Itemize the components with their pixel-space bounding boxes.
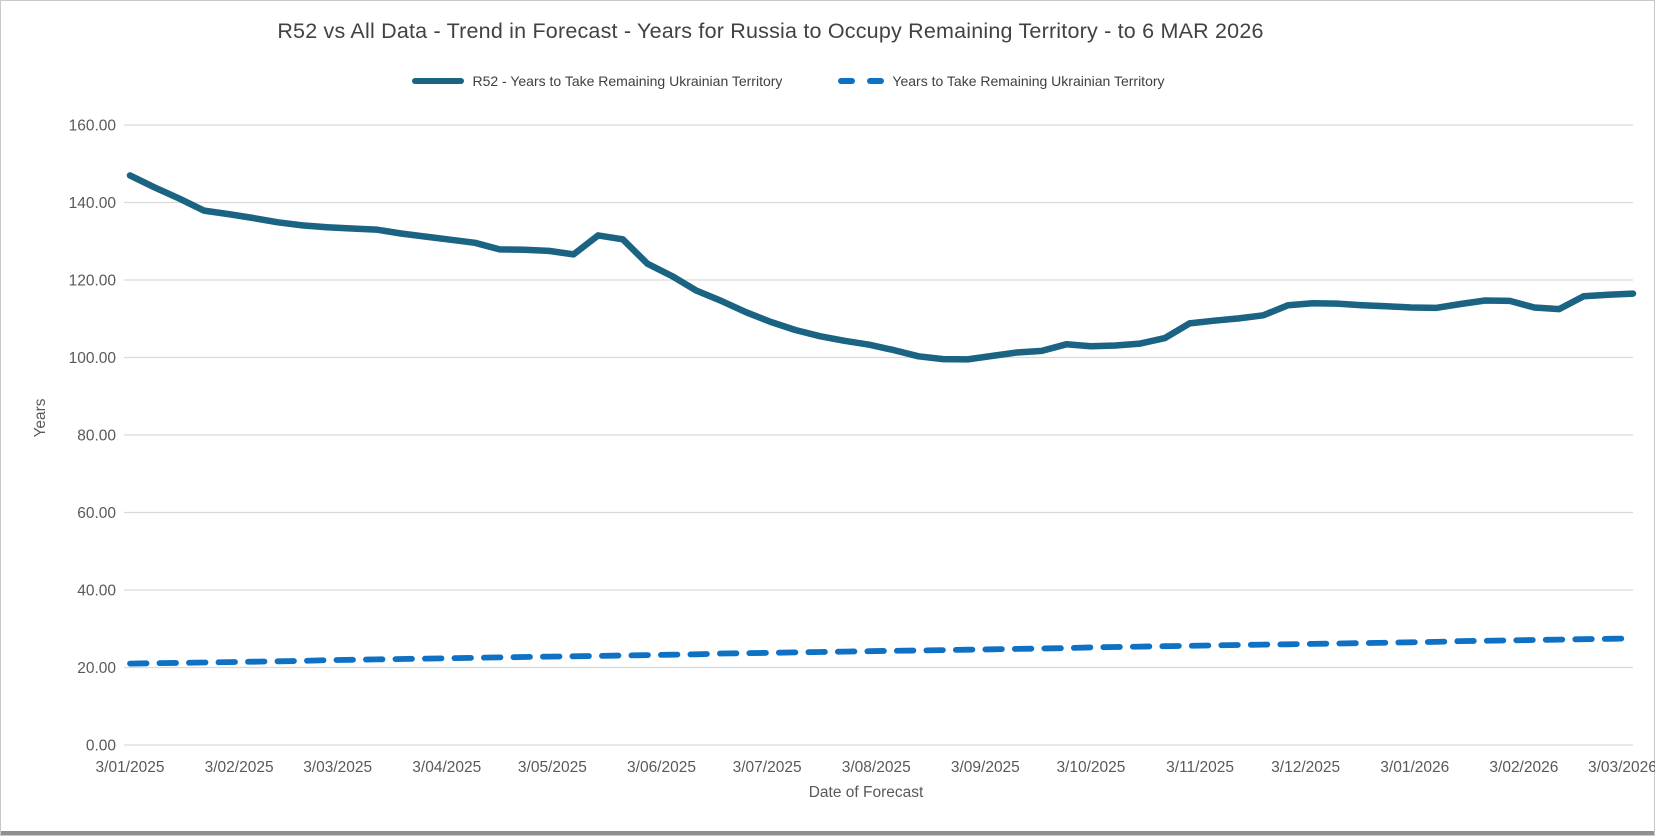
y-tick-label: 20.00 [77, 660, 116, 677]
legend-label-r52: R52 - Years to Take Remaining Ukrainian … [472, 73, 783, 89]
legend-item-alldata: Years to Take Remaining Ukrainian Territ… [838, 73, 1165, 89]
r52-series-line [126, 172, 1637, 363]
x-tick-label: 3/11/2025 [1166, 759, 1234, 776]
y-tick-label: 40.00 [77, 583, 116, 600]
legend-item-r52: R52 - Years to Take Remaining Ukrainian … [412, 73, 782, 89]
chart-title: R52 vs All Data - Trend in Forecast - Ye… [277, 19, 1264, 43]
solid-line-swatch-icon [412, 78, 465, 84]
x-axis-title: Date of Forecast [809, 784, 924, 801]
x-tick-label: 3/06/2025 [627, 759, 696, 776]
y-tick-label: 0.00 [86, 738, 117, 755]
x-tick-label: 3/10/2025 [1056, 759, 1125, 776]
all-data-series-line [127, 635, 1636, 667]
x-tick-label: 3/01/2026 [1380, 759, 1449, 776]
y-tick-label: 100.00 [69, 350, 117, 367]
x-tick-label: 3/03/2026 [1588, 759, 1655, 776]
x-tick-label: 3/02/2025 [205, 759, 274, 776]
y-tick-label: 120.00 [69, 273, 117, 290]
x-tick-label: 3/01/2025 [96, 759, 165, 776]
y-tick-label: 60.00 [77, 505, 116, 522]
y-tick-label: 80.00 [77, 428, 116, 445]
x-tick-label: 3/05/2025 [518, 759, 587, 776]
x-tick-label: 3/07/2025 [733, 759, 802, 776]
y-axis-title: Years [32, 398, 49, 437]
x-tick-label: 3/03/2025 [303, 759, 372, 776]
y-tick-label: 160.00 [69, 118, 117, 135]
legend-label-alldata: Years to Take Remaining Ukrainian Territ… [892, 73, 1165, 89]
x-tick-label: 3/09/2025 [951, 759, 1020, 776]
legend: R52 - Years to Take Remaining Ukrainian … [1, 73, 1655, 89]
window-bottom-edge [1, 831, 1654, 835]
dashed-line-swatch-icon [838, 77, 885, 85]
x-tick-label: 3/02/2026 [1489, 759, 1558, 776]
x-tick-label: 3/08/2025 [842, 759, 911, 776]
x-tick-label: 3/12/2025 [1271, 759, 1340, 776]
y-tick-label: 140.00 [69, 195, 117, 212]
x-tick-label: 3/04/2025 [412, 759, 481, 776]
